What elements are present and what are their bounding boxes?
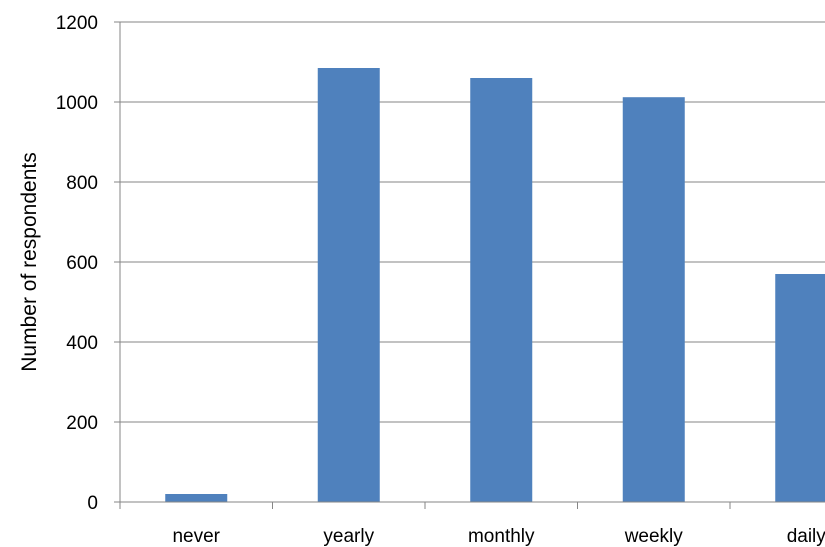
bar-never <box>165 494 228 502</box>
x-tick-labels: never yearly monthly weekly daily <box>172 526 825 547</box>
axes <box>114 21 825 509</box>
bar-monthly <box>470 78 533 502</box>
y-tick-label: 200 <box>66 413 98 434</box>
x-tick-label-weekly: weekly <box>624 526 684 547</box>
bar-yearly <box>317 68 380 502</box>
y-tick-label: 1200 <box>56 13 98 34</box>
y-tick-label: 0 <box>87 493 98 514</box>
x-tick-label-never: never <box>172 526 220 547</box>
y-tick-label: 600 <box>66 253 98 274</box>
y-tick-label: 1000 <box>56 93 98 114</box>
y-tick-labels: 0 200 400 600 800 1000 1200 <box>56 13 98 514</box>
bars <box>165 68 825 502</box>
x-tick-label-yearly: yearly <box>323 526 374 547</box>
y-tick-label: 800 <box>66 173 98 194</box>
bar-daily <box>775 274 825 502</box>
x-tick-label-monthly: monthly <box>468 526 535 547</box>
y-axis-title: Number of respondents <box>18 152 41 371</box>
bar-weekly <box>622 97 685 502</box>
x-tick-label-daily: daily <box>787 526 825 547</box>
y-tick-label: 400 <box>66 333 98 354</box>
